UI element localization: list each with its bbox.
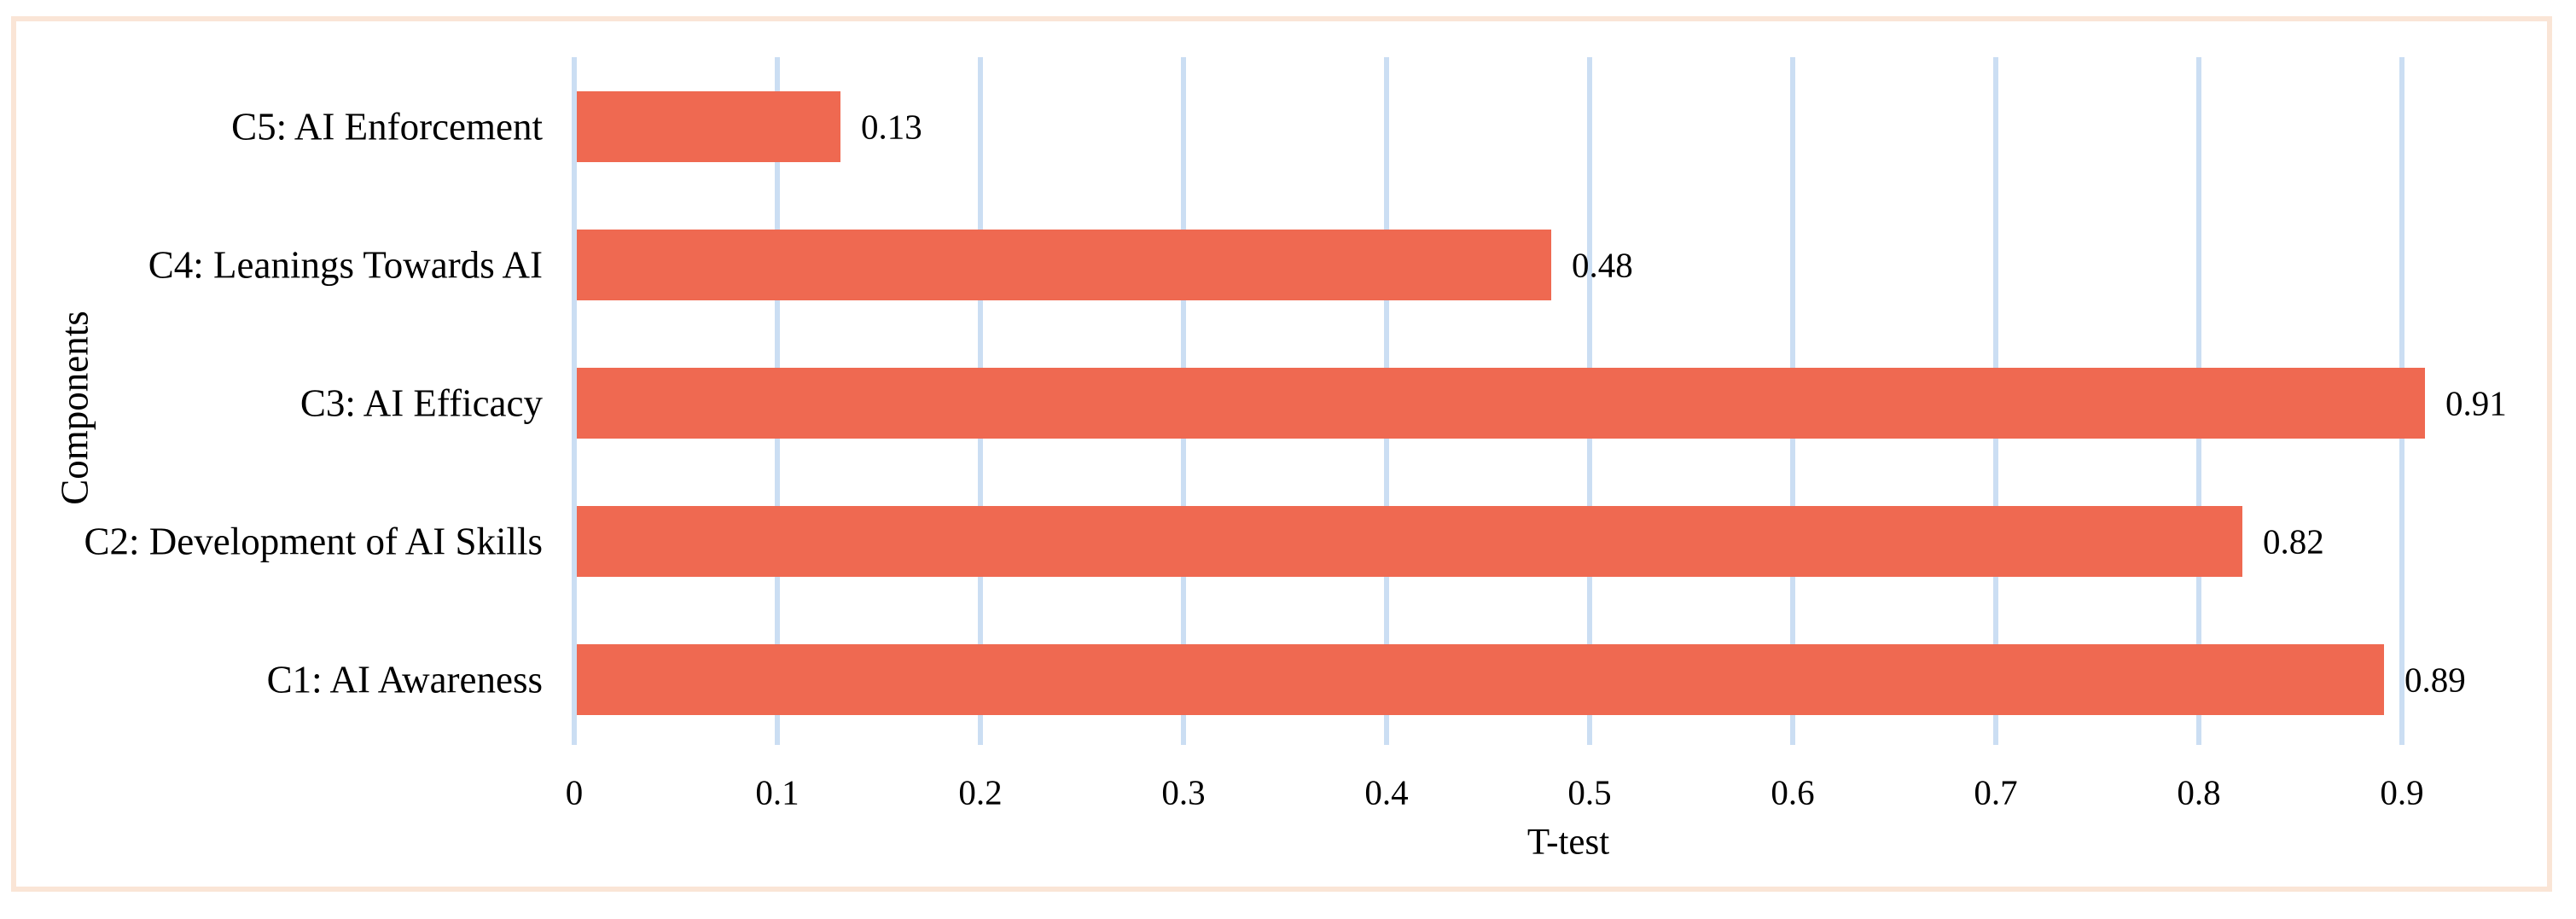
y-axis-title: Components bbox=[53, 311, 96, 505]
x-axis-title: T-test bbox=[1526, 822, 1610, 863]
bar-c4 bbox=[577, 230, 1551, 300]
x-tick-label-0.9: 0.9 bbox=[2380, 772, 2424, 812]
category-label-c1: C1: AI Awareness bbox=[266, 658, 543, 701]
category-label-c5: C5: AI Enforcement bbox=[231, 105, 543, 148]
bar-c2 bbox=[577, 506, 2242, 577]
value-label-c2: 0.82 bbox=[2263, 521, 2324, 561]
category-label-c4: C4: Leanings Towards AI bbox=[148, 243, 543, 286]
bar-c3 bbox=[577, 368, 2425, 439]
x-tick-label-0.6: 0.6 bbox=[1771, 772, 1815, 812]
x-tick-label-0.1: 0.1 bbox=[755, 772, 800, 812]
value-label-c3: 0.91 bbox=[2445, 383, 2507, 422]
bar-c1 bbox=[577, 644, 2384, 715]
chart-frame-border bbox=[11, 16, 2552, 892]
x-tick-label-0.2: 0.2 bbox=[958, 772, 1003, 812]
x-tick-label-0.4: 0.4 bbox=[1364, 772, 1409, 812]
value-label-c4: 0.48 bbox=[1572, 245, 1633, 284]
x-tick-label-0.8: 0.8 bbox=[2177, 772, 2221, 812]
value-label-c5: 0.13 bbox=[861, 107, 922, 146]
x-tick-label-0: 0 bbox=[565, 772, 584, 812]
value-label-c1: 0.89 bbox=[2404, 660, 2466, 699]
bar-c5 bbox=[577, 91, 840, 162]
category-label-c2: C2: Development of AI Skills bbox=[84, 520, 543, 562]
gridline-x-0 bbox=[572, 57, 577, 745]
x-tick-label-0.3: 0.3 bbox=[1161, 772, 1206, 812]
x-tick-label-0.5: 0.5 bbox=[1567, 772, 1612, 812]
x-tick-label-0.7: 0.7 bbox=[1974, 772, 2018, 812]
category-label-c3: C3: AI Efficacy bbox=[299, 381, 543, 424]
